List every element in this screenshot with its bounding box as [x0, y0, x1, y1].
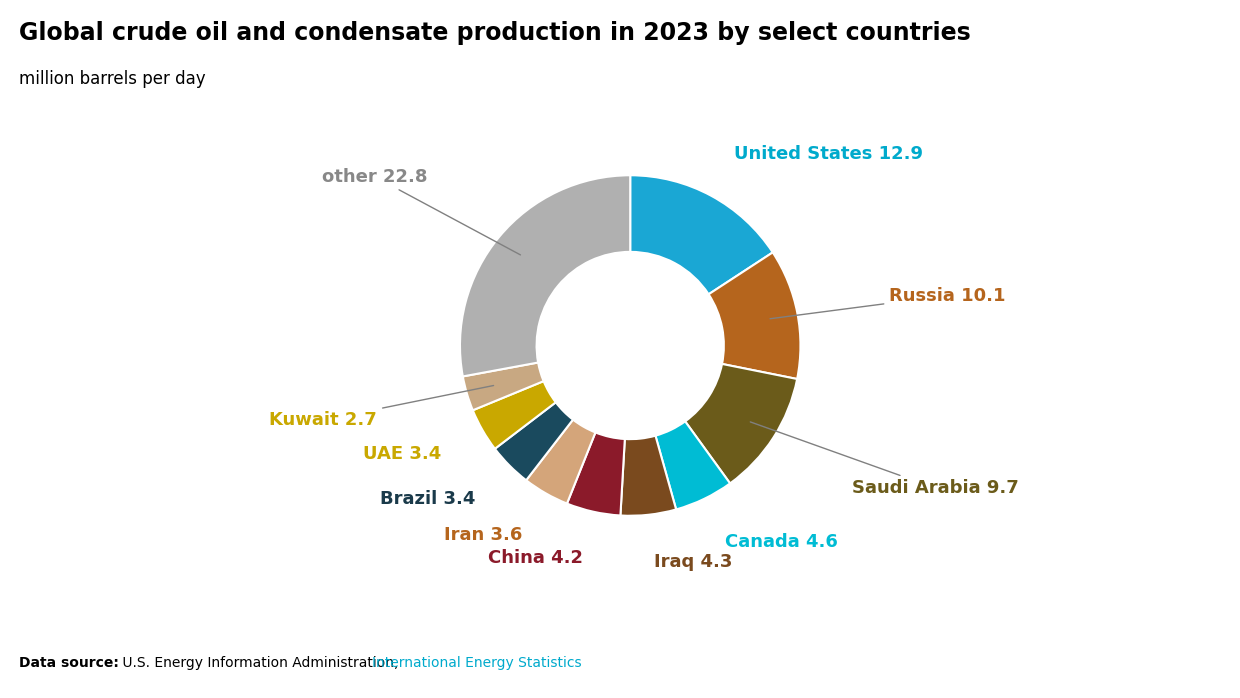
Wedge shape	[708, 253, 801, 379]
Wedge shape	[567, 433, 625, 516]
Wedge shape	[656, 422, 730, 510]
Wedge shape	[526, 419, 595, 503]
Text: Brazil 3.4: Brazil 3.4	[381, 490, 476, 508]
Text: Iraq 4.3: Iraq 4.3	[653, 553, 732, 571]
Text: million barrels per day: million barrels per day	[19, 70, 206, 88]
Text: United States 12.9: United States 12.9	[734, 145, 923, 163]
Wedge shape	[686, 364, 797, 484]
Text: Saudi Arabia 9.7: Saudi Arabia 9.7	[750, 422, 1019, 497]
Text: Canada 4.6: Canada 4.6	[725, 533, 838, 551]
Text: Kuwait 2.7: Kuwait 2.7	[269, 385, 494, 429]
Text: Global crude oil and condensate production in 2023 by select countries: Global crude oil and condensate producti…	[19, 21, 971, 45]
Text: Russia 10.1: Russia 10.1	[770, 287, 1006, 319]
Text: Iran 3.6: Iran 3.6	[444, 526, 522, 544]
Wedge shape	[463, 362, 543, 410]
Text: Data source:: Data source:	[19, 656, 119, 670]
Text: International Energy Statistics: International Energy Statistics	[372, 656, 582, 670]
Wedge shape	[620, 436, 676, 516]
Text: UAE 3.4: UAE 3.4	[363, 445, 441, 463]
Wedge shape	[460, 175, 630, 376]
Text: China 4.2: China 4.2	[487, 549, 583, 567]
Wedge shape	[472, 381, 556, 449]
Wedge shape	[495, 402, 573, 480]
Wedge shape	[630, 175, 773, 295]
Text: U.S. Energy Information Administration,: U.S. Energy Information Administration,	[118, 656, 403, 670]
Text: other 22.8: other 22.8	[322, 168, 521, 255]
